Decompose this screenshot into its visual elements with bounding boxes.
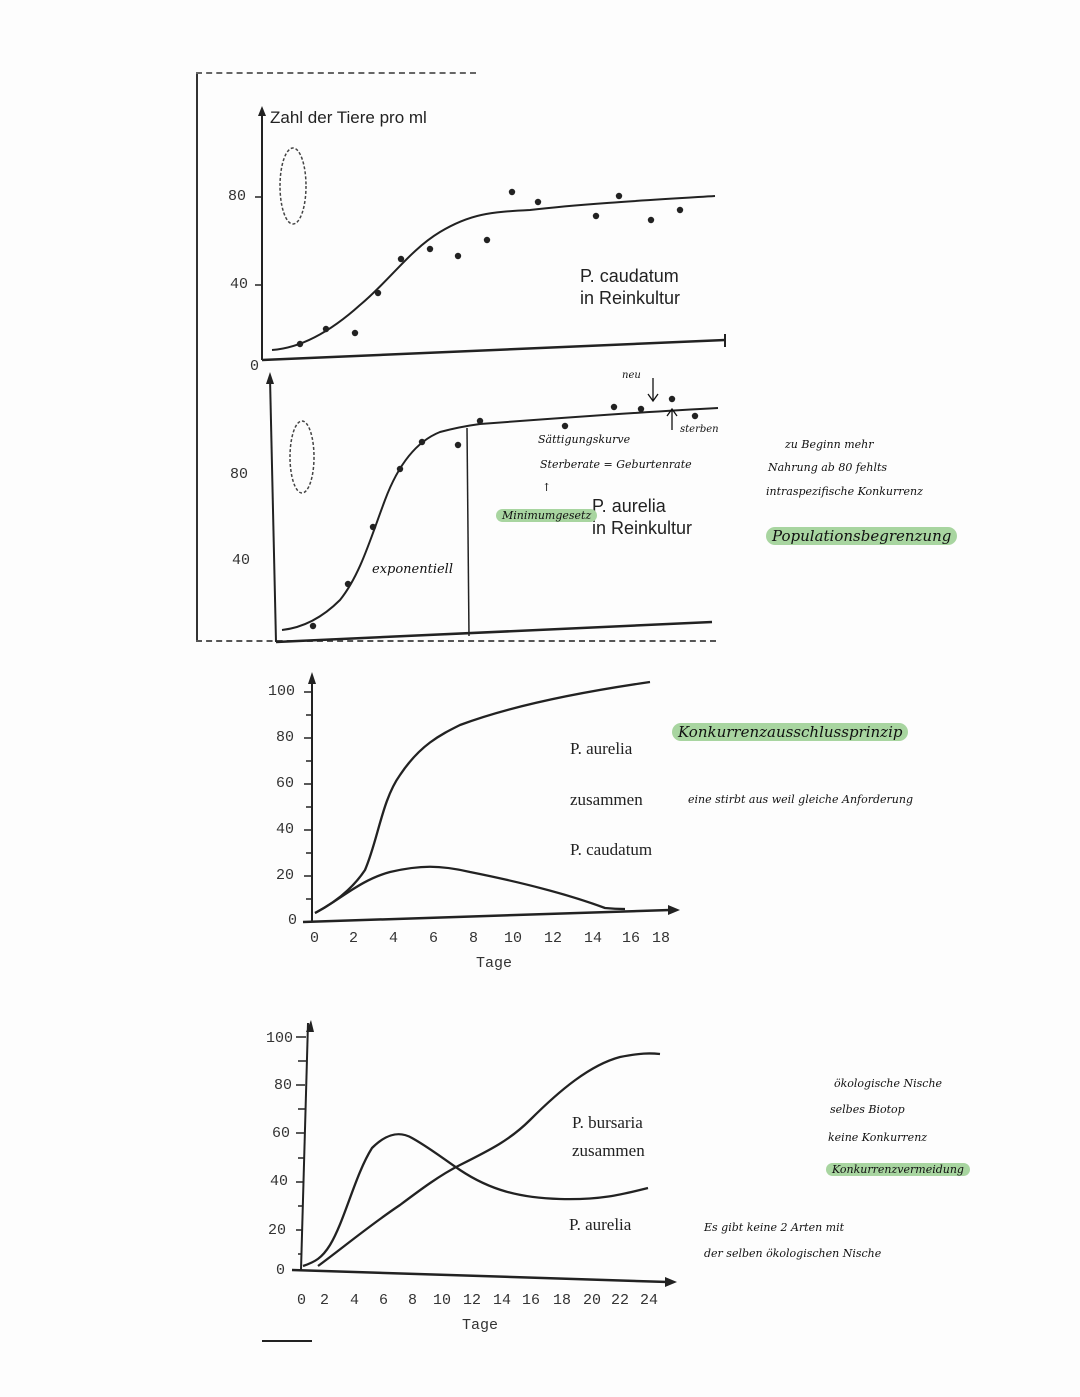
chart4-xtick: 22 bbox=[611, 1292, 630, 1309]
chart2-ytick-40: 40 bbox=[232, 552, 251, 569]
chart4-ytick: 0 bbox=[276, 1262, 286, 1279]
chart3-xtick: 14 bbox=[584, 930, 603, 947]
chart4-xlabel: Tage bbox=[462, 1317, 499, 1334]
note-line: der selben ökologischen Nische bbox=[704, 1247, 882, 1260]
chart4-xtick: 10 bbox=[433, 1292, 452, 1309]
chart2-species: P. aurelia bbox=[592, 496, 666, 516]
chart4-xtick: 0 bbox=[297, 1292, 307, 1309]
chart3-xtick: 10 bbox=[504, 930, 523, 947]
chart3-xtick: 12 bbox=[544, 930, 563, 947]
frame-border-left bbox=[196, 72, 198, 642]
note-highlight: Konkurrenzvermeidung bbox=[826, 1160, 970, 1180]
chart3-xtick: 18 bbox=[652, 930, 671, 947]
chart4-xtick: 20 bbox=[583, 1292, 602, 1309]
chart3-label-caudatum: P. caudatum bbox=[570, 840, 653, 859]
chart1-ylabel: Zahl der Tiere pro ml bbox=[270, 108, 427, 127]
note-arrow: ↑ bbox=[542, 481, 552, 494]
chart3-ytick: 20 bbox=[276, 867, 295, 884]
note-die: sterben bbox=[680, 424, 719, 435]
chart3-xtick: 2 bbox=[349, 930, 359, 947]
chart1-legend: P. caudatum in Reinkultur bbox=[580, 265, 680, 309]
chart3-ytick: 60 bbox=[276, 775, 295, 792]
chart3-xtick: 0 bbox=[310, 930, 320, 947]
chart3-ytick: 80 bbox=[276, 729, 295, 746]
chart4-xtick: 14 bbox=[493, 1292, 512, 1309]
note-line: Es gibt keine 2 Arten mit bbox=[704, 1221, 845, 1234]
chart3-xlabel: Tage bbox=[476, 955, 513, 972]
chart3-label-aurelia: P. aurelia bbox=[570, 739, 633, 758]
chart4-xtick: 8 bbox=[408, 1292, 418, 1309]
divider bbox=[262, 1340, 312, 1342]
chart4-xtick: 12 bbox=[463, 1292, 482, 1309]
chart4-ytick: 100 bbox=[266, 1030, 294, 1047]
frame-border-top bbox=[196, 72, 476, 74]
chart3-xtick: 4 bbox=[389, 930, 399, 947]
chart3-xtick: 6 bbox=[429, 930, 439, 947]
chart2-ytick-80: 80 bbox=[230, 466, 249, 483]
chart4-xtick: 18 bbox=[553, 1292, 572, 1309]
chart4-xtick: 4 bbox=[350, 1292, 360, 1309]
note-line: Nahrung ab 80 fehlts bbox=[768, 461, 888, 474]
chart4-xtick: 6 bbox=[379, 1292, 389, 1309]
paramecium-icon bbox=[279, 147, 307, 225]
chart2-culture: in Reinkultur bbox=[592, 518, 693, 538]
note-line: ökologische Nische bbox=[834, 1077, 943, 1090]
chart4-ytick: 40 bbox=[270, 1173, 289, 1190]
chart4-label-aurelia: P. aurelia bbox=[569, 1215, 632, 1234]
note-line: zu Beginn mehr bbox=[785, 438, 874, 451]
chart1-species: P. caudatum bbox=[580, 266, 679, 286]
note-exponential: exponentiell bbox=[372, 562, 454, 577]
chart4-ytick: 60 bbox=[272, 1125, 291, 1142]
paramecium-icon bbox=[289, 420, 315, 494]
chart3-ytick: 0 bbox=[288, 912, 298, 929]
chart3-xtick: 16 bbox=[622, 930, 641, 947]
chart4-xtick: 24 bbox=[640, 1292, 659, 1309]
chart4-label-bursaria: P. bursaria bbox=[572, 1113, 643, 1132]
chart3-ytick: 40 bbox=[276, 821, 295, 838]
note-saturation: Sättigungskurve bbox=[538, 433, 631, 446]
chart4-xtick: 2 bbox=[320, 1292, 330, 1309]
note-line: keine Konkurrenz bbox=[828, 1131, 928, 1144]
note-highlight: Populationsbegrenzung bbox=[766, 526, 958, 546]
chart3-label-together: zusammen bbox=[570, 790, 643, 809]
frame-border-bottom bbox=[196, 640, 716, 642]
chart1-ytick-80: 80 bbox=[228, 188, 247, 205]
note-rates: Sterberate = Geburtenrate bbox=[540, 458, 692, 471]
note-line: intraspezifische Konkurrenz bbox=[766, 485, 923, 498]
chart2-legend: P. aurelia in Reinkultur bbox=[592, 495, 692, 539]
note-competitive-exclusion: Konkurrenzausschlussprinzip bbox=[672, 722, 909, 742]
chart4-ytick: 80 bbox=[274, 1077, 293, 1094]
chart3-ytick: 100 bbox=[268, 683, 296, 700]
chart4-label-together: zusammen bbox=[572, 1141, 645, 1160]
chart1-ytick-0: 0 bbox=[250, 358, 260, 375]
chart1-culture: in Reinkultur bbox=[580, 288, 681, 308]
note-line: selbes Biotop bbox=[830, 1103, 905, 1116]
note-line: eine stirbt aus weil gleiche Anforderung bbox=[688, 793, 914, 806]
note-minimum-law: Minimumgesetz bbox=[496, 506, 598, 526]
chart4-xtick: 16 bbox=[522, 1292, 541, 1309]
note-new: neu bbox=[622, 370, 641, 381]
chart4-ytick: 20 bbox=[268, 1222, 287, 1239]
chart3-xtick: 8 bbox=[469, 930, 479, 947]
chart1-ytick-40: 40 bbox=[230, 276, 249, 293]
